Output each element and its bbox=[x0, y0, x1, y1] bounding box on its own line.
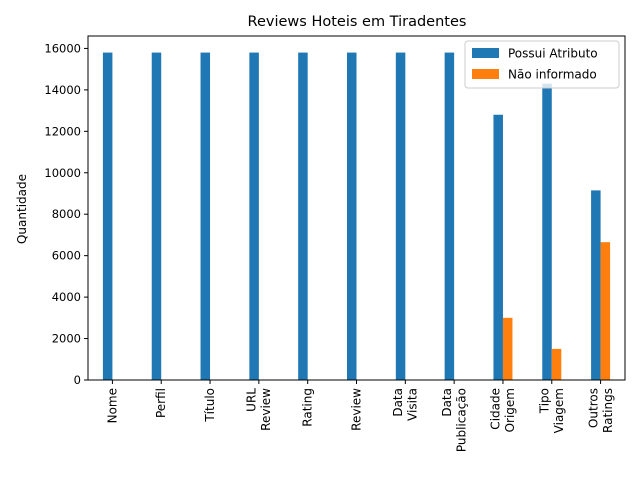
x-tick-label-1-line-0: Perfil bbox=[154, 388, 168, 418]
x-tick-label-4-line-0: Rating bbox=[301, 388, 315, 427]
bar-possui-atributo-9 bbox=[542, 83, 552, 380]
legend-label-possui-atributo: Possui Atributo bbox=[508, 47, 598, 61]
bar-possui-atributo-3 bbox=[249, 52, 259, 381]
legend-swatch-possui-atributo bbox=[472, 48, 499, 58]
bar-nao-informado-9 bbox=[551, 348, 562, 380]
y-axis-label: Quantidade bbox=[15, 174, 29, 244]
x-axis: Nome Perfil Título URL Review Rating Review Dat… bbox=[105, 380, 615, 452]
x-tick-label-2-line-0: Título bbox=[203, 388, 217, 423]
bar-possui-atributo-5 bbox=[347, 52, 357, 381]
bars-group bbox=[102, 52, 611, 381]
y-tick-label-0: 0 bbox=[74, 373, 81, 387]
y-tick-label-6: 12000 bbox=[44, 124, 81, 138]
bar-possui-atributo-4 bbox=[298, 52, 308, 381]
x-tick-label-9-line-0: Tipo bbox=[538, 388, 552, 414]
legend-swatch-nao-informado bbox=[472, 69, 499, 79]
x-tick-label-5-line-0: Review bbox=[350, 388, 364, 431]
x-tick-label-7-line-1: Publicação bbox=[454, 388, 468, 452]
bar-possui-atributo-7 bbox=[444, 52, 455, 381]
x-tick-label-6-line-0: Data bbox=[391, 388, 405, 417]
bar-nao-informado-10 bbox=[600, 242, 611, 380]
x-tick-label-8-line-0: Cidade bbox=[489, 388, 503, 430]
bar-possui-atributo-8 bbox=[493, 114, 503, 381]
x-tick-label-9-line-1: Viagem bbox=[552, 388, 566, 433]
x-tick-label-3-line-0: URL bbox=[245, 388, 259, 412]
x-tick-label-6-line-1: Visita bbox=[406, 388, 420, 421]
legend-label-nao-informado: Não informado bbox=[508, 68, 597, 82]
y-tick-label-4: 8000 bbox=[52, 207, 81, 221]
legend-box bbox=[464, 40, 620, 89]
plot-frame bbox=[87, 35, 626, 381]
x-tick-label-8-line-1: Origem bbox=[503, 388, 517, 432]
bar-possui-atributo-10 bbox=[591, 190, 601, 380]
x-tick-label-7-line-0: Data bbox=[440, 388, 454, 417]
chart-title: Reviews Hoteis em Tiradentes bbox=[248, 14, 467, 30]
legend: Possui Atributo Não informado bbox=[464, 40, 620, 89]
x-tick-label-10-line-1: Ratings bbox=[601, 388, 615, 433]
y-tick-label-7: 14000 bbox=[44, 83, 81, 97]
y-tick-label-1: 2000 bbox=[52, 332, 81, 346]
x-tick-label-0-line-0: Nome bbox=[105, 388, 119, 423]
x-tick-label-3-line-1: Review bbox=[259, 388, 273, 431]
bar-possui-atributo-1 bbox=[151, 52, 162, 381]
y-tick-label-8: 16000 bbox=[44, 41, 81, 55]
y-axis: 0 2000 4000 6000 8000 10000 12000 14000 16000 bbox=[44, 41, 88, 387]
bar-possui-atributo-0 bbox=[102, 52, 113, 381]
x-tick-label-10-line-0: Outros bbox=[586, 388, 600, 428]
bar-possui-atributo-6 bbox=[395, 52, 406, 381]
bar-nao-informado-8 bbox=[502, 317, 513, 380]
y-tick-label-5: 10000 bbox=[44, 166, 81, 180]
y-tick-label-3: 6000 bbox=[52, 249, 81, 263]
bar-possui-atributo-2 bbox=[200, 52, 211, 381]
y-tick-label-2: 4000 bbox=[52, 290, 81, 304]
